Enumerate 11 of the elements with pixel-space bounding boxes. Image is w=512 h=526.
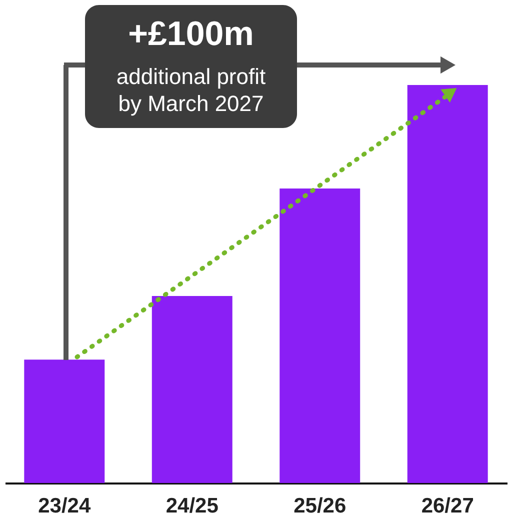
bar (407, 85, 488, 483)
x-tick-label: 26/27 (421, 494, 474, 518)
x-tick-label: 24/25 (166, 494, 219, 518)
bar (280, 188, 360, 483)
annotation: by March 2027 (118, 91, 264, 116)
annotation: additional profit (116, 64, 266, 89)
x-tick-label: 23/24 (38, 494, 91, 518)
bar (24, 360, 105, 483)
bar (152, 296, 232, 483)
x-tick-label: 25/26 (294, 494, 346, 518)
text: +£100m (128, 15, 254, 53)
